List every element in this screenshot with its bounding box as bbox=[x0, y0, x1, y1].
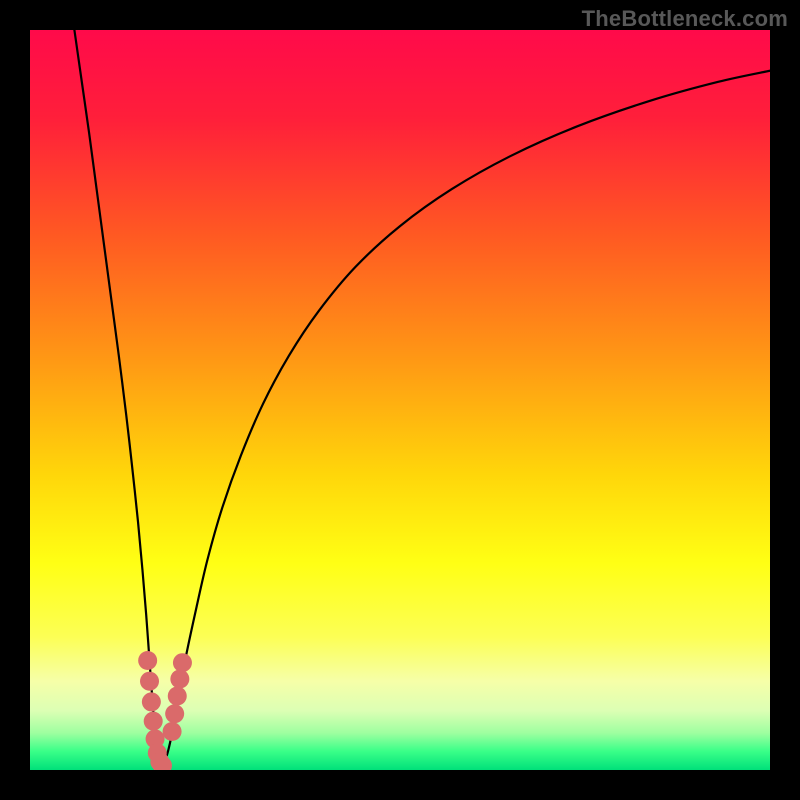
marker-dot bbox=[140, 672, 159, 691]
chart-frame: TheBottleneck.com bbox=[0, 0, 800, 800]
watermark-text: TheBottleneck.com bbox=[582, 6, 788, 32]
plot-area bbox=[30, 30, 770, 770]
marker-dot bbox=[142, 692, 161, 711]
marker-dot bbox=[138, 651, 157, 670]
plot-svg bbox=[30, 30, 770, 770]
marker-dot bbox=[170, 669, 189, 688]
marker-dot bbox=[168, 687, 187, 706]
marker-dot bbox=[163, 722, 182, 741]
marker-dot bbox=[165, 704, 184, 723]
marker-dot bbox=[173, 653, 192, 672]
marker-dot bbox=[144, 712, 163, 731]
